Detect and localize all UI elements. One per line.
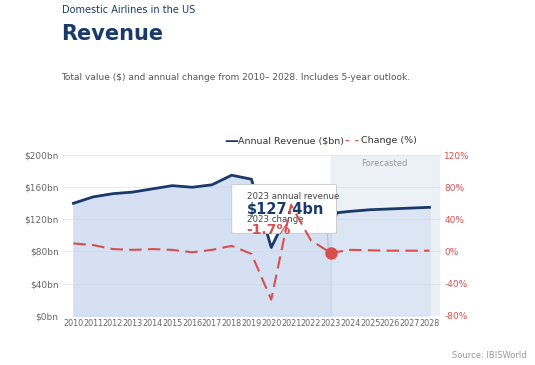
Text: Forecasted: Forecasted <box>361 159 407 168</box>
Text: Revenue: Revenue <box>62 24 164 44</box>
Text: 2023 annual revenue: 2023 annual revenue <box>247 192 339 201</box>
Text: - -: - - <box>345 134 359 147</box>
Text: $127.4bn: $127.4bn <box>247 202 324 217</box>
Text: -1.7%: -1.7% <box>247 223 291 237</box>
FancyBboxPatch shape <box>232 184 337 234</box>
Text: Domestic Airlines in the US: Domestic Airlines in the US <box>62 5 195 15</box>
Text: 2023 change: 2023 change <box>247 215 303 223</box>
Bar <box>331 155 439 316</box>
Text: Source: IBISWorld: Source: IBISWorld <box>453 350 527 360</box>
Text: Annual Revenue ($bn): Annual Revenue ($bn) <box>238 136 344 145</box>
Text: —: — <box>225 134 239 147</box>
Text: Total value ($) and annual change from 2010– 2028. Includes 5-year outlook.: Total value ($) and annual change from 2… <box>62 73 411 82</box>
Text: Change (%): Change (%) <box>361 136 417 145</box>
